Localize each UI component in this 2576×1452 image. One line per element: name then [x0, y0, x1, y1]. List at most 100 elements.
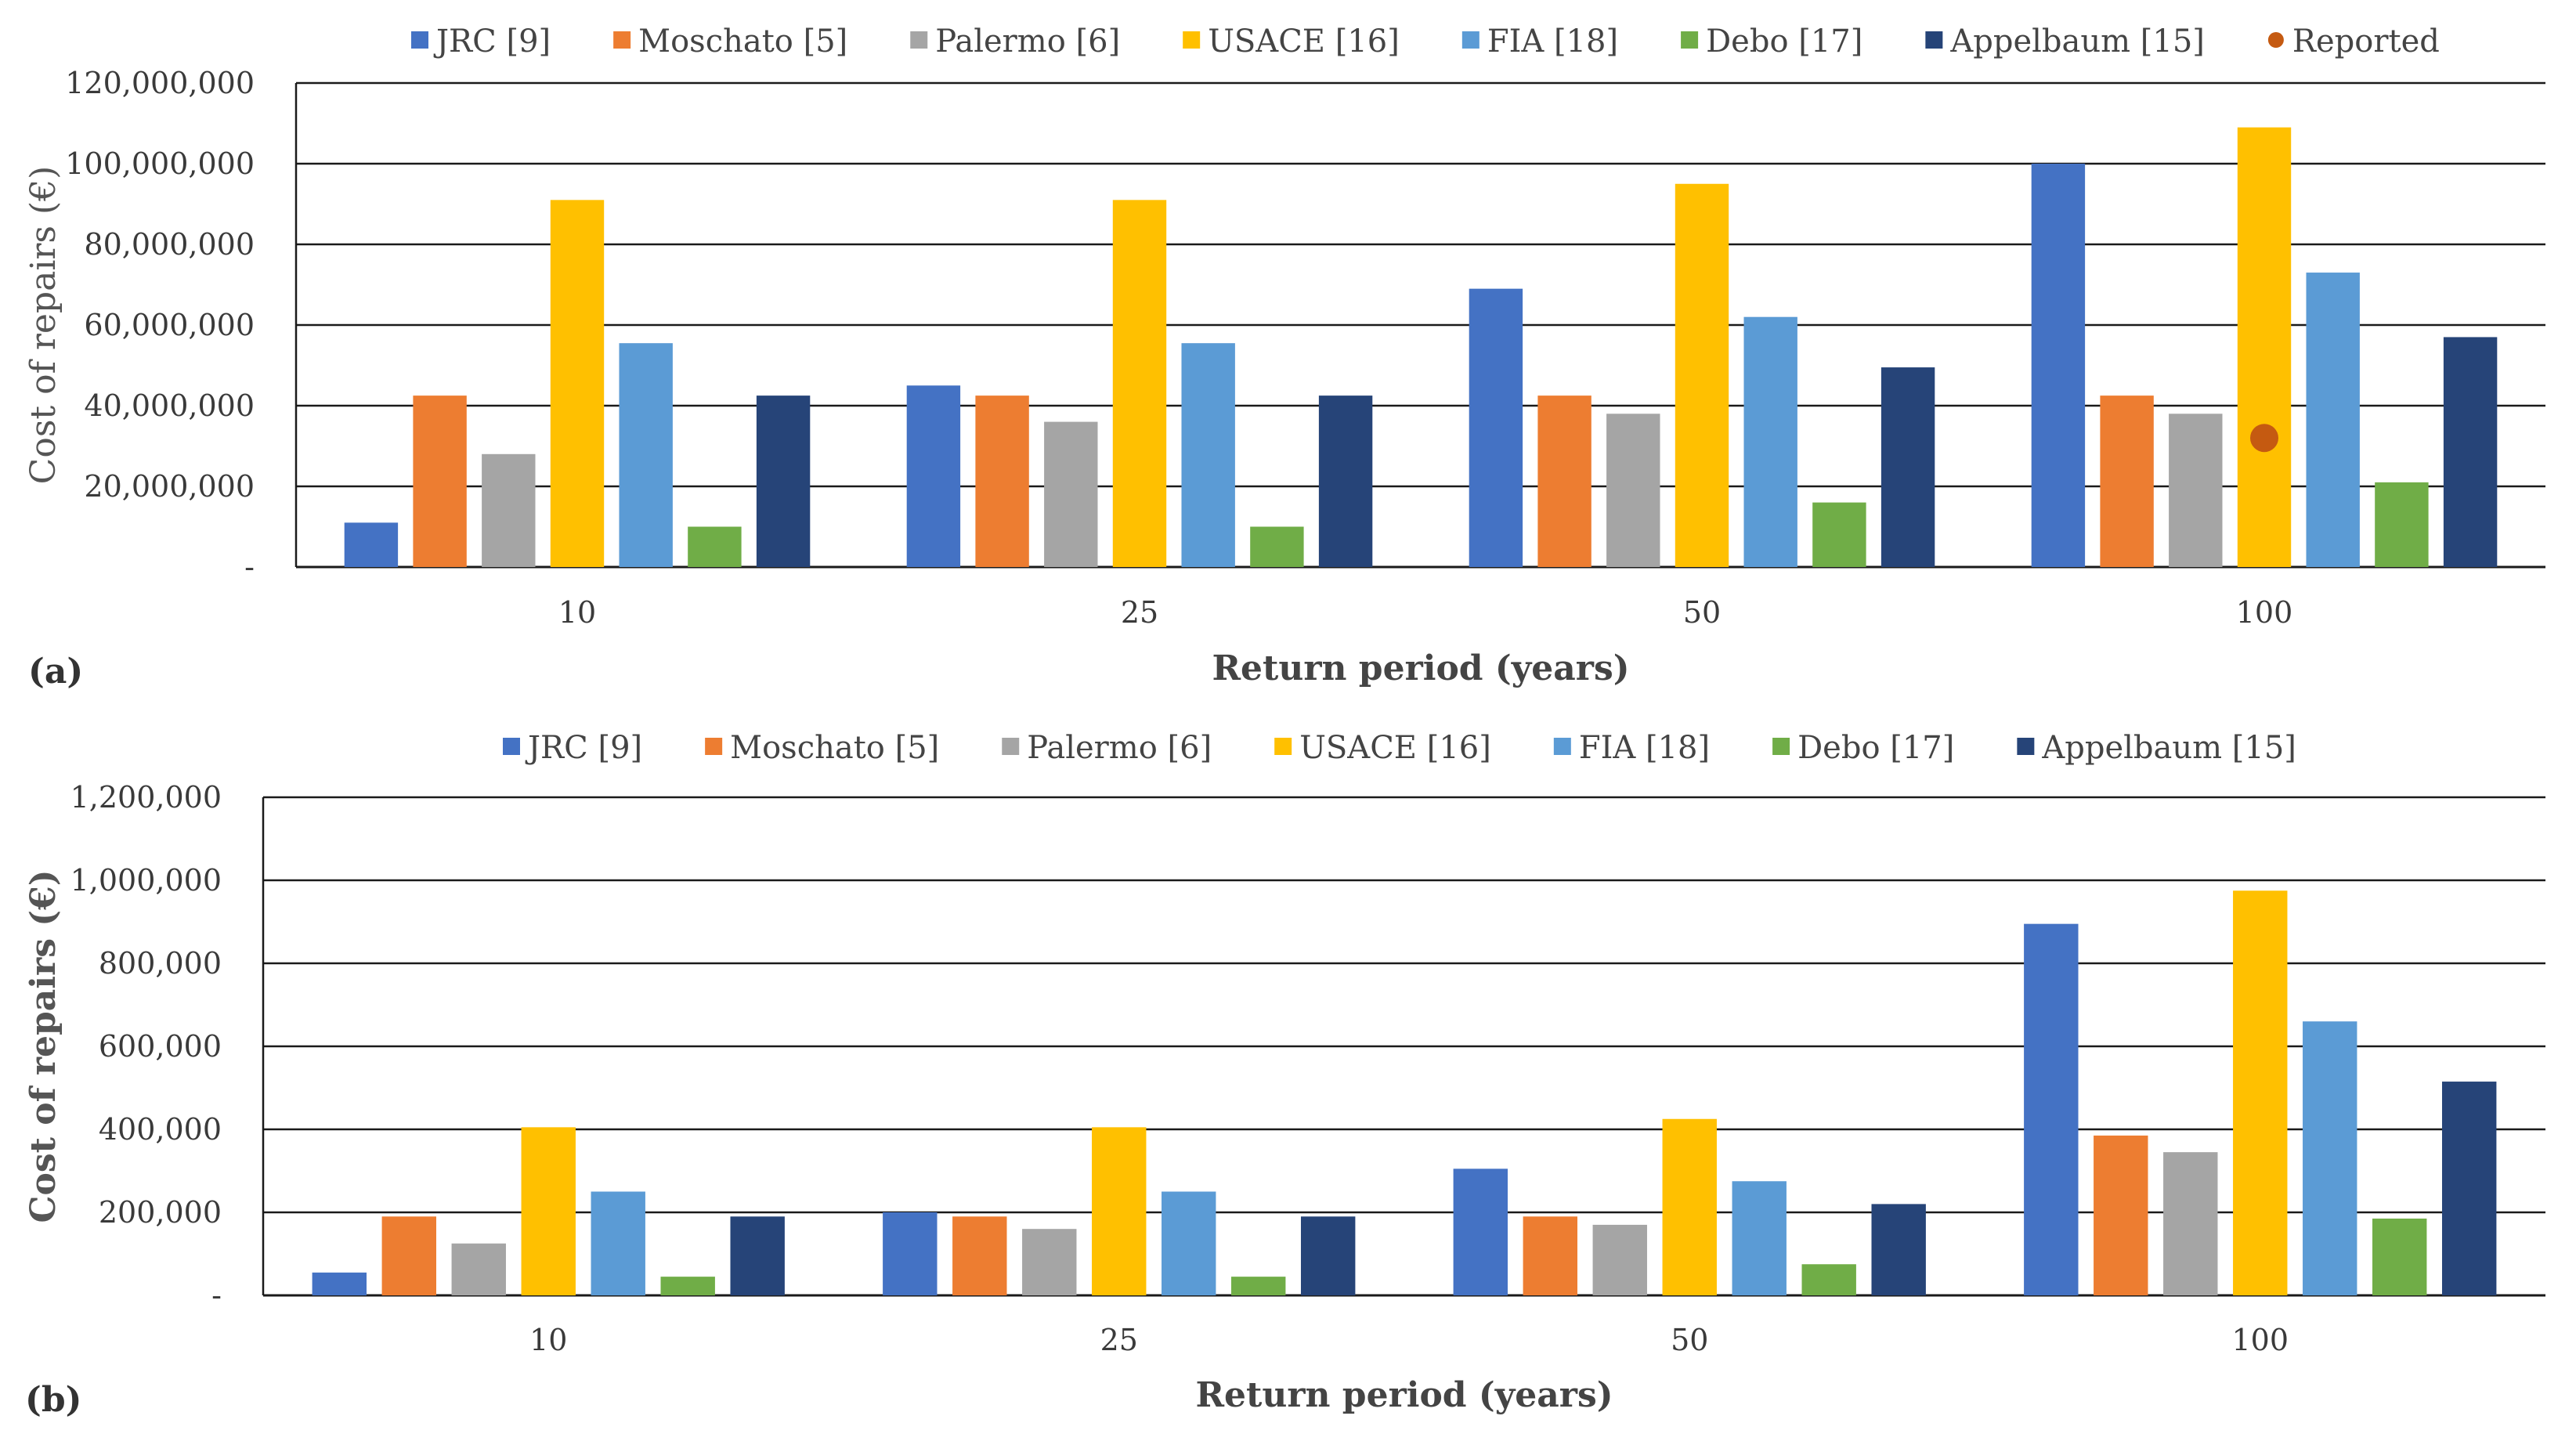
bar-a-fia-18-100 — [2306, 273, 2360, 567]
bar-a-fia-18-25 — [1181, 343, 1235, 567]
bar-a-debo-17-100 — [2375, 482, 2429, 567]
bar-a-palermo-6-100 — [2169, 414, 2223, 567]
y-tick-label-b: 200,000 — [99, 1195, 222, 1230]
y-tick-label-b: 1,000,000 — [70, 863, 222, 898]
bar-a-usace-16-10 — [550, 200, 605, 567]
bar-b-usace-16-50 — [1662, 1118, 1717, 1295]
x-tick-label-b: 25 — [1100, 1323, 1138, 1357]
x-tick-label-b: 10 — [529, 1323, 567, 1357]
legend-swatch — [1553, 738, 1571, 755]
bar-b-moschato-5-10 — [381, 1216, 436, 1295]
x-tick-label-b: 50 — [1671, 1323, 1708, 1357]
y-tick-label-b: 600,000 — [99, 1029, 222, 1064]
legend-label: JRC [9] — [525, 730, 642, 766]
bar-b-usace-16-25 — [1092, 1127, 1147, 1295]
legend-swatch — [1925, 31, 1943, 49]
bar-b-moschato-5-25 — [952, 1216, 1007, 1295]
x-tick-label-b: 100 — [2231, 1323, 2289, 1357]
legend-label: USACE [16] — [1208, 23, 1400, 60]
x-tick-label-a: 10 — [558, 595, 596, 630]
legend-label: JRC [9] — [433, 23, 551, 60]
bar-a-jrc-9-10 — [344, 522, 399, 567]
legend-item-b-debo-17: Debo [17] — [1772, 730, 1954, 766]
bar-b-fia-18-100 — [2303, 1021, 2357, 1295]
bar-b-palermo-6-10 — [451, 1243, 506, 1295]
bar-a-usace-16-100 — [2237, 127, 2292, 567]
bar-a-moschato-5-10 — [413, 396, 467, 567]
bar-a-palermo-6-10 — [482, 453, 536, 567]
legend-swatch — [705, 738, 723, 755]
bar-b-palermo-6-25 — [1022, 1229, 1077, 1295]
legend-label: Palermo [6] — [1027, 730, 1212, 766]
bar-b-moschato-5-100 — [2094, 1135, 2148, 1295]
bar-b-debo-17-10 — [660, 1277, 715, 1295]
bar-a-palermo-6-50 — [1606, 414, 1660, 567]
legend-item-a-fia-18: FIA [18] — [1461, 23, 1618, 60]
bar-b-fia-18-25 — [1162, 1191, 1216, 1295]
bar-b-moschato-5-50 — [1523, 1216, 1577, 1295]
bar-b-fia-18-50 — [1732, 1181, 1787, 1295]
legend-item-a-appelbaum-15: Appelbaum [15] — [1925, 23, 2205, 60]
legend-item-a-debo-17: Debo [17] — [1681, 23, 1862, 60]
reported-marker-a — [2250, 424, 2278, 453]
legend-swatch — [613, 31, 631, 49]
legend-swatch — [2267, 32, 2284, 48]
bar-b-debo-17-25 — [1231, 1277, 1286, 1295]
legend-label: Debo [17] — [1797, 730, 1954, 766]
x-tick-label-a: 50 — [1683, 595, 1721, 630]
legend-swatch — [910, 31, 928, 49]
legend-swatch — [1002, 738, 1020, 755]
bar-b-usace-16-10 — [521, 1127, 576, 1295]
bar-b-jrc-9-100 — [2024, 923, 2079, 1295]
legend-label: Moschato [5] — [638, 23, 847, 60]
bar-b-appelbaum-15-100 — [2441, 1082, 2497, 1295]
legend-swatch — [1183, 31, 1201, 49]
bar-a-appelbaum-15-25 — [1318, 396, 1373, 567]
y-axis-title-a: Cost of repairs (€) — [23, 166, 63, 485]
legend-item-a-moschato-5: Moschato [5] — [613, 23, 847, 60]
bar-b-jrc-9-25 — [883, 1212, 938, 1295]
bar-b-debo-17-100 — [2372, 1218, 2427, 1295]
legend-swatch — [1681, 31, 1699, 49]
legend-swatch — [2017, 738, 2035, 755]
legend-swatch — [411, 31, 428, 49]
legend-item-b-fia-18: FIA [18] — [1553, 730, 1710, 766]
x-tick-label-a: 100 — [2236, 595, 2293, 630]
y-tick-label-b: 400,000 — [99, 1112, 222, 1147]
y-tick-label-a: 60,000,000 — [84, 308, 255, 342]
bar-a-usace-16-50 — [1675, 183, 1729, 567]
legend-label: Reported — [2292, 23, 2440, 60]
legend-label: Appelbaum [15] — [1949, 23, 2205, 60]
chart-panel-b: - 200,000 400,000 600,000 800,000 1,000,000 1,… — [23, 730, 2545, 1420]
bar-a-moschato-5-100 — [2100, 396, 2154, 567]
legend-label: USACE [16] — [1299, 730, 1491, 766]
y-tick-label-a: 80,000,000 — [84, 227, 255, 262]
y-axis-title-b: Cost of repairs (€) — [23, 869, 63, 1223]
legend-item-b-moschato-5: Moschato [5] — [705, 730, 939, 766]
legend-swatch — [1461, 31, 1479, 49]
bar-a-debo-17-25 — [1250, 526, 1304, 567]
bar-b-jrc-9-50 — [1453, 1168, 1508, 1295]
bar-a-fia-18-10 — [619, 343, 673, 567]
bar-b-debo-17-50 — [1801, 1264, 1856, 1295]
bar-a-palermo-6-25 — [1044, 421, 1098, 567]
legend-label: FIA [18] — [1579, 730, 1710, 766]
legend-swatch — [1274, 738, 1292, 755]
legend-swatch — [1772, 738, 1790, 755]
bar-b-appelbaum-15-25 — [1300, 1216, 1356, 1295]
bar-b-jrc-9-10 — [312, 1272, 367, 1295]
legend-label: Palermo [6] — [935, 23, 1120, 60]
x-axis-title-b: Return period (years) — [1195, 1375, 1613, 1415]
legend-label: Debo [17] — [1706, 23, 1862, 60]
bar-a-moschato-5-25 — [975, 396, 1029, 567]
legend-item-b-jrc-9: JRC [9] — [503, 730, 642, 766]
y-tick-label-b: 800,000 — [99, 946, 222, 981]
legend-item-a-jrc-9: JRC [9] — [411, 23, 551, 60]
bar-a-jrc-9-100 — [2031, 164, 2086, 567]
bar-b-usace-16-100 — [2233, 890, 2288, 1295]
legend-label: Appelbaum [15] — [2041, 730, 2296, 766]
legend-item-b-usace-16: USACE [16] — [1274, 730, 1491, 766]
y-tick-label-b: - — [211, 1278, 222, 1313]
bar-a-debo-17-10 — [688, 526, 742, 567]
